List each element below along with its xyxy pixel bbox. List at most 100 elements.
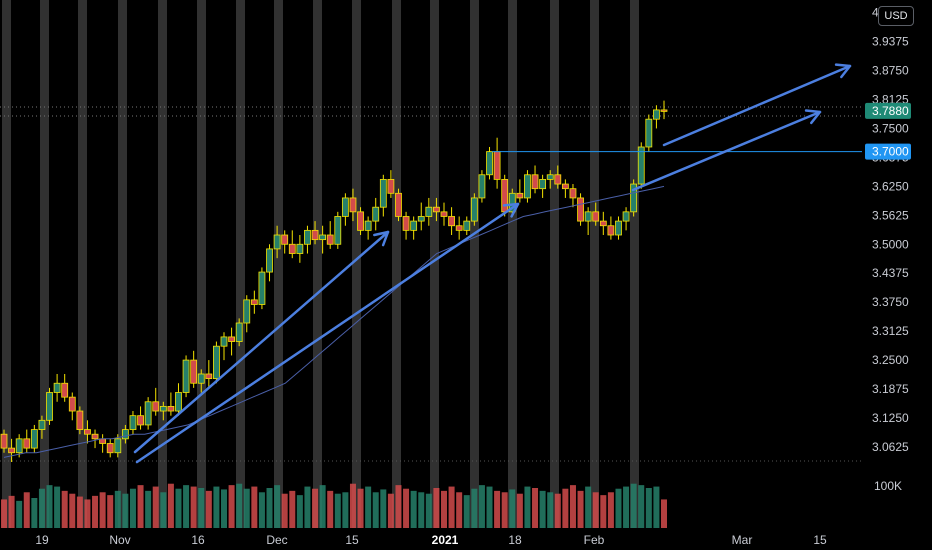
candle-body [47, 393, 53, 421]
volume-bar [578, 491, 584, 528]
candle-body [524, 175, 530, 198]
candle-body [335, 216, 341, 244]
volume-bar [244, 489, 250, 528]
candle-body [312, 230, 318, 239]
volume-bar [524, 487, 530, 528]
candle-body [160, 406, 166, 411]
candle-body [395, 193, 401, 216]
candle-body [244, 300, 250, 323]
volume-bar [138, 485, 144, 528]
volume-bar [175, 489, 181, 528]
y-tick-label: 3.1875 [872, 382, 909, 396]
volume-bar [183, 485, 189, 528]
x-tick-label: 16 [191, 533, 205, 547]
volume-bar [282, 494, 288, 528]
volume-bar [122, 494, 128, 528]
candle-body [100, 439, 106, 444]
volume-bar [206, 491, 212, 528]
candle-body [130, 416, 136, 430]
candle-body [494, 152, 500, 180]
volume-bar [115, 491, 121, 528]
session-band [158, 0, 167, 528]
volume-bar [259, 492, 265, 528]
volume-bar [153, 487, 159, 528]
volume-bar [236, 484, 242, 528]
candle-body [653, 110, 659, 119]
y-tick-label: 3.4375 [872, 266, 909, 280]
volume-bar [267, 488, 273, 528]
volume-bar [31, 498, 37, 528]
candle-body [62, 383, 68, 397]
y-tick-label: 3.5625 [872, 208, 909, 222]
candle-body [608, 226, 614, 235]
candle-body [479, 175, 485, 198]
session-band [590, 0, 599, 528]
candle-body [289, 244, 295, 253]
candle-body [517, 193, 523, 198]
volume-bar [403, 489, 409, 528]
session-band [236, 0, 245, 528]
candle-body [411, 221, 417, 230]
volume-bar [1, 499, 7, 528]
candle-body [92, 434, 98, 439]
candle-body [84, 430, 90, 435]
candle-body [464, 221, 470, 230]
candle-body [168, 406, 174, 411]
x-tick-label: Mar [732, 533, 753, 547]
volume-bar [92, 496, 98, 528]
volume-bar [547, 492, 553, 528]
candle-body [122, 430, 128, 439]
x-tick-label: 18 [508, 533, 522, 547]
volume-bar [24, 492, 30, 528]
currency-button[interactable]: USD [878, 6, 914, 26]
candle-body [449, 216, 455, 225]
candle-body [107, 443, 113, 452]
x-tick-label: Dec [266, 533, 287, 547]
x-tick-label: 2021 [432, 533, 459, 547]
x-tick-label: 19 [35, 533, 49, 547]
volume-bar [555, 494, 561, 528]
volume-bar [509, 489, 515, 528]
candle-body [297, 244, 303, 253]
candle-body [646, 119, 652, 147]
volume-bar [297, 495, 303, 528]
volume-bar [304, 487, 310, 528]
candle-body [623, 212, 629, 221]
volume-bar [160, 492, 166, 528]
volume-bar [570, 485, 576, 528]
candle-body [433, 207, 439, 212]
volume-bar [585, 487, 591, 528]
candle-body [471, 198, 477, 221]
candle-body [229, 337, 235, 342]
annotation-arrow-1 [135, 232, 388, 452]
candle-body [191, 360, 197, 383]
annotation-arrow-3 [633, 112, 820, 190]
candle-body [77, 411, 83, 430]
x-tick-label: 15 [345, 533, 359, 547]
candle-body [69, 397, 75, 411]
moving-average-line [4, 186, 664, 457]
candle-body [327, 235, 333, 244]
candle-body [183, 360, 189, 392]
volume-bar [646, 488, 652, 528]
session-band [274, 0, 283, 528]
candle-body [600, 221, 606, 226]
volume-bar [84, 499, 90, 528]
y-tick-label: 3.7500 [872, 121, 909, 135]
candle-body [562, 184, 568, 189]
candle-body [16, 439, 22, 453]
session-band [630, 0, 639, 528]
volume-bar [464, 495, 470, 528]
candle-body [213, 346, 219, 378]
volume-bar [562, 489, 568, 528]
volume-bar [168, 484, 174, 528]
volume-bar [494, 491, 500, 528]
session-band [550, 0, 559, 528]
candle-body [274, 235, 280, 249]
volume-bar [251, 487, 257, 528]
volume-bar [69, 494, 75, 528]
volume-bar [631, 484, 637, 528]
volume-bar [327, 491, 333, 528]
session-band [352, 0, 361, 528]
